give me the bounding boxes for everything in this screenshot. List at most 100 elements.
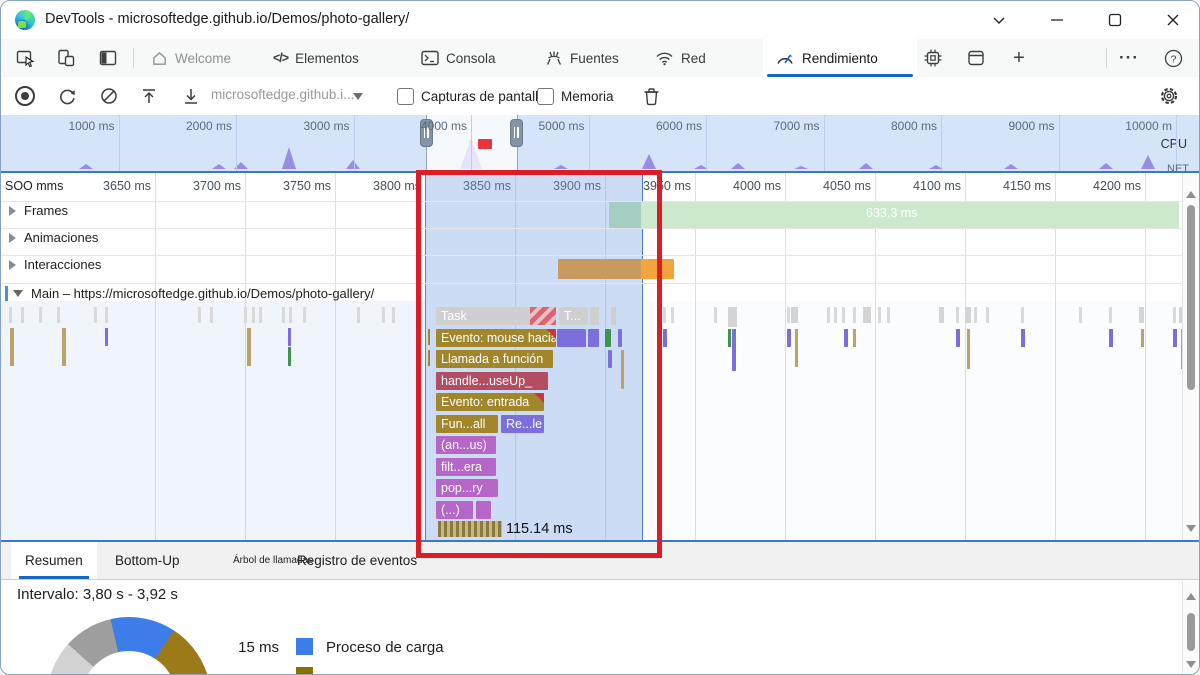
flame-bar[interactable]: (an...us) xyxy=(436,436,496,454)
flame-bar[interactable] xyxy=(621,350,624,389)
tab-arbol-de-llamadas[interactable]: Árbol de llamadas xyxy=(233,555,314,566)
tab-registro-de-eventos[interactable]: Registro de eventos xyxy=(297,553,418,568)
performance-toolbar: microsoftedge.github.i... Capturas de pa… xyxy=(1,77,1199,116)
overview-gridline xyxy=(353,115,355,173)
activity-tick xyxy=(392,307,395,323)
interaction-bar[interactable] xyxy=(641,259,674,279)
scroll-down-arrow[interactable] xyxy=(1186,525,1196,532)
expand-arrow-icon[interactable] xyxy=(13,290,23,297)
screenshots-checkbox[interactable] xyxy=(397,88,414,105)
timeline-overview[interactable]: CPU 1000 ms 2000 ms 3000 ms 4000 ms 5000 ms 6… xyxy=(1,115,1199,173)
bottom-tab-bar: Resumen Bottom-Up Árbol de llamadas Regi… xyxy=(1,542,1199,580)
help-icon[interactable]: ? xyxy=(1161,47,1185,69)
warning-corner xyxy=(546,329,556,339)
ruler-tick-label: 3900 ms xyxy=(553,179,601,193)
track-animaciones[interactable]: Animaciones xyxy=(9,230,98,245)
dropdown-caret-icon[interactable] xyxy=(353,93,363,100)
selection-handle-right[interactable] xyxy=(510,119,523,147)
activity-stripes xyxy=(438,521,502,537)
flame-bar[interactable]: Re...le xyxy=(501,415,544,433)
console-icon xyxy=(421,50,439,66)
track-frames[interactable]: Frames xyxy=(9,203,68,218)
tab-consola[interactable]: Consola xyxy=(417,39,500,77)
flame-bar[interactable]: Evento: mouse hacia arriba xyxy=(436,329,556,347)
frame-duration-bar[interactable] xyxy=(609,202,641,228)
flame-bar[interactable] xyxy=(590,307,599,325)
scroll-up-arrow[interactable] xyxy=(1186,593,1196,600)
main-timeline-pane[interactable]: SOO mms 3650 ms 3700 ms 3750 ms 3800 ms 3850… xyxy=(1,173,1199,542)
minimize-button[interactable] xyxy=(1043,7,1071,33)
drawer-layout-icon[interactable] xyxy=(964,47,988,69)
flame-bar[interactable]: T... xyxy=(559,307,588,325)
flame-bar[interactable]: pop...ry xyxy=(436,479,498,497)
tab-resumen[interactable]: Resumen xyxy=(11,542,97,579)
dock-panel-icon[interactable] xyxy=(96,47,120,69)
activity-bar xyxy=(1109,329,1113,347)
track-interacciones[interactable]: Interacciones xyxy=(9,257,101,272)
collapse-arrow-icon[interactable] xyxy=(9,259,16,270)
selection-handle-left[interactable] xyxy=(420,119,433,147)
ruler-label-first: SOO mms xyxy=(5,179,64,193)
scroll-down-arrow[interactable] xyxy=(1186,661,1196,668)
reload-and-record-button[interactable] xyxy=(55,84,79,108)
overview-gridline xyxy=(941,115,942,173)
flame-bar-label: Evento: entrada xyxy=(441,395,530,409)
tab-bottom-up[interactable]: Bottom-Up xyxy=(115,553,180,568)
tab-red[interactable]: Red xyxy=(651,39,710,77)
tab-rendimiento[interactable]: Rendimiento xyxy=(763,39,917,77)
flame-bar[interactable]: filt...era xyxy=(436,458,496,476)
scrollbar-thumb[interactable] xyxy=(1187,205,1195,390)
flame-bar[interactable]: handle...useUp_ xyxy=(436,372,548,390)
activity-tick xyxy=(198,307,201,323)
cpu-chip-icon[interactable] xyxy=(921,47,945,69)
flame-bar[interactable] xyxy=(608,350,612,368)
flame-bar[interactable]: Evento: entrada xyxy=(436,393,544,411)
flame-bar[interactable]: Task xyxy=(436,307,556,325)
scroll-up-arrow[interactable] xyxy=(1186,191,1196,198)
chevron-down-icon[interactable] xyxy=(985,7,1013,33)
activity-tick xyxy=(939,307,944,323)
gear-icon[interactable] xyxy=(1157,84,1181,108)
collapse-arrow-icon[interactable] xyxy=(9,232,16,243)
flame-bar[interactable] xyxy=(476,501,491,519)
flame-bar[interactable] xyxy=(611,307,616,325)
memory-checkbox[interactable] xyxy=(537,88,554,105)
flame-bar[interactable]: Llamada a función xyxy=(436,350,553,368)
load-profile-icon[interactable] xyxy=(137,84,161,108)
add-tab-icon[interactable]: + xyxy=(1013,46,1025,69)
overview-gridline xyxy=(1176,115,1177,173)
summary-scrollbar[interactable] xyxy=(1182,581,1199,674)
interaction-bar[interactable] xyxy=(558,259,641,279)
save-profile-icon[interactable] xyxy=(179,84,203,108)
inspect-element-icon[interactable] xyxy=(13,47,37,69)
ruler-tick-label: 3850 ms xyxy=(463,179,511,193)
flame-bar[interactable]: Fun...all xyxy=(436,415,498,433)
track-main[interactable]: Main – https://microsoftedge.github.io/D… xyxy=(5,286,374,301)
flame-bar[interactable]: (...) xyxy=(436,501,473,519)
tab-welcome[interactable]: Welcome xyxy=(147,39,235,77)
scrollbar-thumb[interactable] xyxy=(1187,613,1195,651)
tab-elementos[interactable]: </> Elementos xyxy=(273,50,359,66)
vertical-scrollbar[interactable] xyxy=(1182,173,1199,540)
profile-selector[interactable]: microsoftedge.github.i... xyxy=(211,87,355,102)
devtools-logo-icon xyxy=(15,10,35,30)
record-button[interactable] xyxy=(13,84,37,108)
activity-tick xyxy=(94,307,97,323)
device-emulation-icon[interactable] xyxy=(54,47,78,69)
maximize-button[interactable] xyxy=(1101,7,1129,33)
more-options-icon[interactable]: ··· xyxy=(1119,48,1139,67)
flame-bar[interactable] xyxy=(557,329,586,347)
long-task-marker xyxy=(478,139,492,149)
clear-button[interactable] xyxy=(97,84,121,108)
flame-bar[interactable] xyxy=(618,329,622,347)
collapse-arrow-icon[interactable] xyxy=(9,205,16,216)
trash-icon[interactable] xyxy=(639,84,663,108)
frame-duration-bar[interactable] xyxy=(641,202,1179,228)
flame-bar[interactable] xyxy=(605,329,611,347)
tab-fuentes[interactable]: Fuentes xyxy=(541,39,623,77)
close-button[interactable] xyxy=(1159,7,1187,33)
ruler-tick-label: 4100 ms xyxy=(913,179,961,193)
activity-tick xyxy=(791,307,798,323)
flame-bar[interactable] xyxy=(588,329,599,347)
flame-bar-label: (an...us) xyxy=(441,438,487,452)
